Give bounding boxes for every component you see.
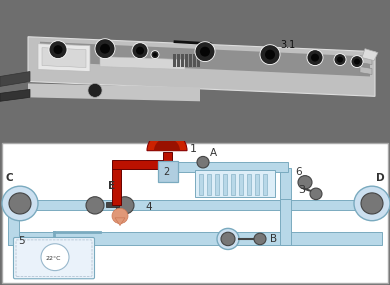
Bar [8, 232, 382, 245]
Polygon shape [185, 54, 188, 66]
Text: 3.1: 3.1 [280, 40, 295, 50]
Text: D: D [376, 173, 385, 183]
Circle shape [95, 39, 115, 59]
Polygon shape [193, 54, 195, 66]
Text: A: A [210, 148, 217, 158]
Circle shape [217, 228, 239, 249]
Bar [207, 174, 211, 195]
Circle shape [200, 47, 210, 57]
Circle shape [298, 176, 312, 189]
Polygon shape [40, 42, 370, 76]
Circle shape [354, 59, 360, 65]
Bar [255, 174, 259, 195]
Circle shape [337, 57, 343, 63]
Polygon shape [28, 84, 200, 101]
Text: 1: 1 [190, 144, 197, 154]
Circle shape [49, 41, 67, 59]
Wedge shape [154, 138, 180, 151]
Circle shape [265, 50, 275, 60]
Text: 3: 3 [298, 185, 305, 195]
Circle shape [153, 53, 157, 57]
Circle shape [334, 54, 346, 66]
Circle shape [195, 42, 215, 62]
Bar [158, 161, 178, 182]
Bar [280, 199, 291, 245]
Text: 4: 4 [145, 202, 152, 212]
Bar [195, 170, 275, 197]
Bar [215, 174, 219, 195]
Text: 5: 5 [18, 236, 25, 246]
Circle shape [197, 156, 209, 168]
Wedge shape [147, 131, 187, 151]
Circle shape [41, 244, 69, 271]
Circle shape [311, 54, 319, 62]
Bar [106, 202, 119, 207]
Polygon shape [197, 54, 200, 66]
Bar [8, 200, 19, 245]
Bar [280, 168, 291, 199]
Circle shape [151, 51, 159, 59]
Circle shape [88, 84, 102, 97]
FancyBboxPatch shape [14, 237, 94, 279]
Text: C: C [6, 173, 14, 183]
Polygon shape [28, 37, 375, 96]
Circle shape [132, 43, 148, 59]
Text: E: E [108, 181, 115, 191]
Bar [280, 200, 362, 210]
Text: 6: 6 [295, 167, 301, 177]
Circle shape [9, 193, 31, 214]
Bar [223, 174, 227, 195]
Bar [8, 200, 288, 210]
Circle shape [260, 45, 280, 65]
Circle shape [53, 45, 62, 54]
Polygon shape [177, 54, 179, 66]
Polygon shape [42, 48, 86, 68]
Bar [112, 162, 121, 205]
Polygon shape [38, 44, 90, 72]
Text: 2: 2 [163, 167, 169, 177]
Polygon shape [362, 49, 378, 61]
Polygon shape [0, 89, 30, 101]
Circle shape [351, 56, 363, 68]
Circle shape [361, 193, 383, 214]
Circle shape [221, 232, 235, 246]
Polygon shape [0, 72, 30, 86]
Circle shape [100, 44, 110, 54]
Circle shape [310, 188, 322, 200]
Bar [112, 160, 170, 169]
Bar [163, 152, 172, 169]
Bar [239, 174, 243, 195]
Polygon shape [115, 218, 125, 225]
Circle shape [112, 208, 128, 224]
Circle shape [2, 186, 38, 221]
Text: B: B [270, 234, 277, 244]
Circle shape [136, 47, 144, 55]
Bar [247, 174, 251, 195]
Circle shape [116, 197, 134, 214]
Circle shape [307, 50, 323, 66]
Text: 22°C: 22°C [45, 256, 60, 261]
Polygon shape [181, 54, 184, 66]
Bar [178, 162, 288, 172]
Bar [199, 174, 203, 195]
Polygon shape [100, 57, 185, 70]
Circle shape [354, 186, 390, 221]
Circle shape [254, 233, 266, 245]
Polygon shape [360, 66, 372, 74]
Circle shape [86, 197, 104, 214]
Polygon shape [189, 54, 191, 66]
Polygon shape [360, 56, 372, 65]
Bar [263, 174, 267, 195]
Bar [231, 174, 235, 195]
Polygon shape [173, 54, 176, 66]
